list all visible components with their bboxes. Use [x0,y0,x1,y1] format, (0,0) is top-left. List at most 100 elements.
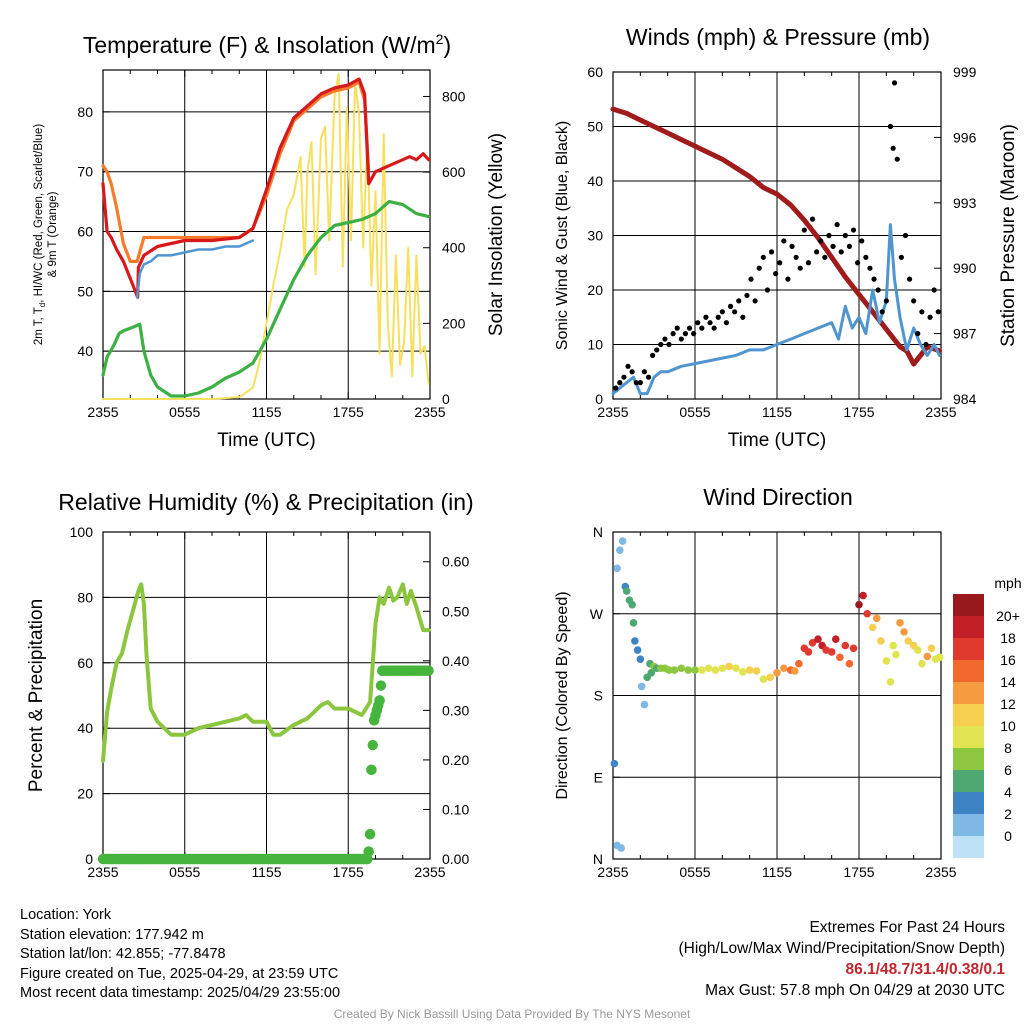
colorbar-swatch [953,704,984,726]
wdir-point [855,600,863,609]
winds-ytick-label: 50 [587,119,603,135]
winds-gust-point [744,292,750,299]
temp-ytick-label: 80 [77,104,93,120]
winds-gust-point [927,314,933,320]
temp-y2tick-label: 0 [442,391,450,407]
colorbar-label: 8 [1004,740,1012,756]
winds-gust-point [703,314,709,320]
winds-gust-point [875,287,881,293]
winds-gust-point [915,331,921,337]
colorbar-label: 12 [1000,696,1016,712]
wdir-point [904,637,912,645]
wdir-point [872,614,881,623]
wdir-point [773,668,781,677]
temp-title: Temperature (F) & Insolation (W/m2) [83,31,451,58]
wdir-point [845,659,854,668]
winds-gust-point [809,216,816,222]
wdir-point [900,628,908,636]
colorbar-label: 10 [1000,718,1016,734]
winds-gust-point [818,238,824,244]
winds-gust-point [662,336,668,342]
winds-gust-point [898,254,904,260]
temp-series-green [101,200,431,398]
wdir-point [718,664,727,673]
wdir-point [752,667,761,675]
winds-gust-point [678,336,684,342]
wdir-ytick-label: W [590,606,604,622]
colorbar-label: 16 [1000,652,1016,668]
created-text: Figure created on Tue, 2025-04-29, at 23… [20,965,339,982]
winds-gust-point [617,380,623,386]
wdir-point [691,666,699,674]
wdir-point [886,678,895,686]
winds-xtick-label: 1755 [843,404,874,420]
winds-gust-point [637,380,643,386]
winds-gust-point [842,232,848,239]
winds-gust-point [658,341,664,348]
wdir-xtick-label: 2355 [597,864,628,880]
wdir-point [732,664,740,673]
temp-frame [102,69,431,400]
colorbar-swatch [953,748,984,770]
wdir-xtick-label: 1155 [762,864,792,880]
winds-gust-point [727,303,734,309]
speed-colorbar: mph 20+ 18 16 14 12 10 8 6 4 2 0 [953,575,1022,858]
winds-gust-point [822,254,828,260]
rh-ytick-label: 20 [77,786,93,802]
max-gust-text: Max Gust: 57.8 mph On 04/29 at 2030 UTC [705,982,1005,999]
temp-y2label: Solar Insolation (Yellow) [486,133,507,336]
winds-gust-point [674,325,680,331]
winds-gust-point [715,314,721,320]
colorbar-swatch [953,594,984,616]
winds-gust-point [723,320,730,326]
wdir-point [795,659,803,668]
winds-gust-point [863,254,869,260]
winds-panel: 2355 0555 1155 1755 235501020304050609849879… [554,24,1019,451]
wdir-point [849,644,858,653]
wdir-point [913,646,922,654]
winds-gust-point [867,265,873,271]
wdir-point [868,623,877,632]
wdir-point [631,637,639,645]
wdir-point [889,641,897,650]
temp-ytick-label: 70 [77,164,93,180]
temp-xtick-label: 1155 [251,404,281,420]
rh-precip-point [423,665,434,676]
winds-gust-point [891,80,898,86]
latlon-text: Station lat/lon: 42.855; -77.8478 [20,946,226,962]
temp-y2tick-label: 400 [442,240,466,256]
rh-ylabel: Percent & Precipitation [26,599,47,792]
winds-gust-point [777,260,783,266]
winds-gust-point [894,156,900,162]
wdir-point [704,664,713,673]
winds-gust-point [805,260,812,266]
wdir-point [780,664,788,673]
winds-pressure-line [610,106,943,367]
wdir-point [892,650,900,659]
temp-y2tick-label: 600 [442,164,466,180]
rh-y2tick-label: 0.10 [442,801,469,817]
winds-ytick-label: 0 [595,391,603,407]
wdir-point [935,653,944,662]
colorbar-label: 0 [1004,828,1012,844]
wdir-point [877,637,885,645]
colorbar-swatch [953,616,984,638]
winds-gust-point [625,363,631,369]
winds-gust-point [629,369,635,375]
extremes-panel: Extremes For Past 24 Hours (High/Low/Max… [679,917,1006,1001]
winds-gust-point [801,227,807,233]
wdir-point [896,619,904,627]
rh-precip-point [364,829,376,840]
wdir-point [766,673,774,682]
colorbar-label: 2 [1004,806,1012,822]
wdir-xtick-label: 1755 [843,864,874,880]
winds-gust-point [859,238,865,244]
colorbar-title: mph [994,575,1021,591]
temp-xlabel: Time (UTC) [217,430,316,451]
wdir-point [647,668,656,677]
wdir-point [684,666,692,674]
rh-panel: 2355 0555 1155 1755 23550204060801000.000.10… [26,489,474,880]
temp-ytick-label: 60 [77,224,93,240]
winds-gust-point [911,298,917,304]
winds-gust-point [699,325,705,331]
